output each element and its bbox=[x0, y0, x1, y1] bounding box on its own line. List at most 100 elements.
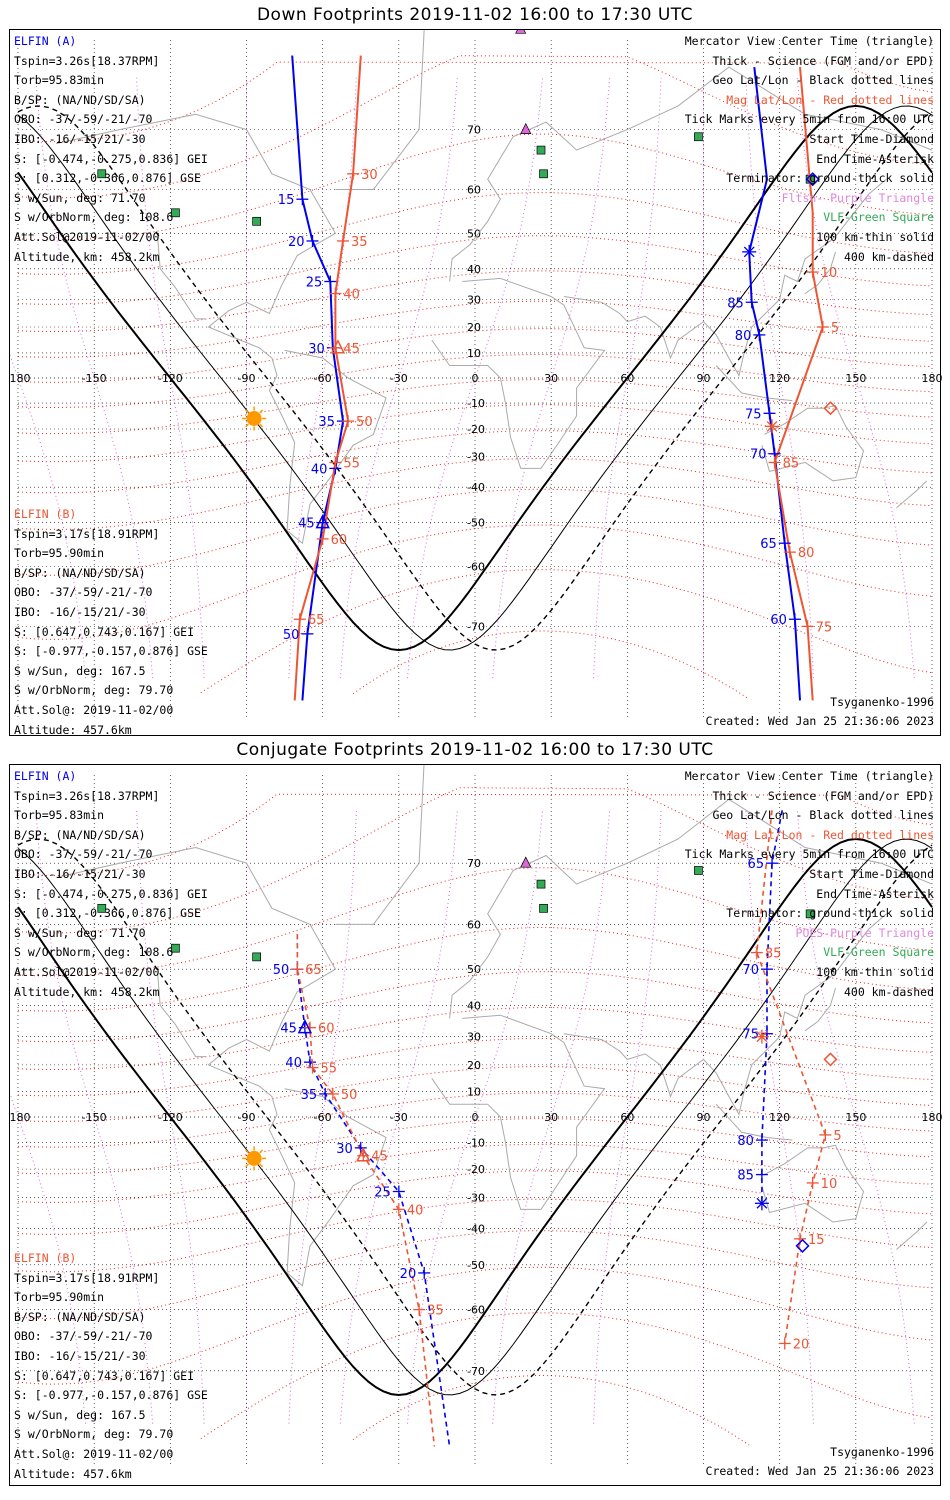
track-tick-label: 50 bbox=[283, 628, 300, 643]
legend-item: Fltsn- Purple Triangle bbox=[781, 190, 934, 205]
coastline bbox=[896, 480, 928, 509]
lon-tick-label: -90 bbox=[238, 372, 256, 385]
mag-lat-line bbox=[17, 300, 933, 358]
coastline bbox=[804, 251, 836, 295]
track-tick-label: 45 bbox=[298, 517, 315, 532]
elfin-b-info-line: Torb=95.90min bbox=[14, 1290, 105, 1305]
coastline bbox=[335, 765, 425, 925]
track-tick-label: 15 bbox=[808, 1233, 825, 1248]
track-tick-label: 55 bbox=[321, 1062, 338, 1077]
mag-lat-line bbox=[17, 1038, 933, 1097]
center-time-triangle-icon bbox=[356, 1147, 371, 1162]
legend-item: Terminator: ground-thick solid bbox=[726, 906, 934, 921]
elfin-b-track bbox=[296, 934, 436, 1447]
vlf-square-icon bbox=[694, 132, 703, 142]
panel-title-down: Down Footprints 2019-11-02 16:00 to 17:3… bbox=[256, 5, 694, 25]
terminator-line bbox=[17, 105, 933, 651]
down-footprints-map: -180-150-120-90-60-300306090120150180706… bbox=[9, 29, 943, 737]
coastline bbox=[157, 973, 206, 1058]
mag-lon-line bbox=[407, 810, 543, 1424]
mag-lat-line bbox=[17, 971, 933, 1043]
sun-ray bbox=[259, 409, 264, 414]
poes-triangle-icon bbox=[520, 856, 532, 868]
lat-tick-label: -50 bbox=[467, 517, 485, 530]
terminator-line bbox=[17, 838, 933, 1396]
elfin-b-info-line: S w/Sun, deg: 167.5 bbox=[14, 663, 146, 678]
lon-tick-label: 150 bbox=[845, 372, 866, 385]
center-time-triangle-icon bbox=[330, 339, 346, 354]
start-diamond-icon bbox=[795, 1238, 810, 1253]
elfin-b-info-line: S w/OrbNorm, deg: 79.70 bbox=[14, 1427, 174, 1442]
elfin-b-track bbox=[773, 67, 824, 701]
elfin-b-info: ELFIN (B) Tspin=3.17s[18.91RPM] Torb=95.9… bbox=[14, 505, 208, 740]
elfin-b-info-line: Altitude: 457.6km bbox=[14, 1466, 132, 1481]
legend-item: 100 km-thin solid bbox=[816, 964, 934, 979]
track-tick-label: 30 bbox=[361, 168, 378, 183]
elfin-a-info-line: OBO: -37/-59/-21/-70 bbox=[14, 112, 153, 127]
elfin-b-lines: Tspin=3.17s[18.91RPM] Torb=95.90min B/SP: … bbox=[14, 1269, 208, 1485]
elfin-b-info-line: Tspin=3.17s[18.91RPM] bbox=[14, 526, 160, 541]
elfin-a-info-line: B/SP: (NA/ND/SD/SA) bbox=[14, 92, 146, 107]
end-asterisk-icon bbox=[766, 420, 778, 432]
mag-lat-line bbox=[352, 630, 750, 700]
vlf-square-icon bbox=[171, 208, 180, 218]
legend-item: POES-Purple Triangle bbox=[795, 925, 934, 940]
elfin-a-info-line: OBO: -37/-59/-21/-70 bbox=[14, 847, 153, 862]
coastline bbox=[715, 365, 793, 402]
lat-tick-label: 50 bbox=[467, 227, 481, 240]
mag-lat-line bbox=[17, 926, 933, 1012]
vlf-square-icon bbox=[539, 903, 548, 913]
lat-tick-label: 40 bbox=[467, 999, 481, 1012]
track-tick-label: 80 bbox=[798, 546, 815, 561]
elfin-a-info-line: IBO: -16/-15/21/-30 bbox=[14, 866, 146, 881]
elfin-a-info-line: Att.Sol@2019-11-02/00 bbox=[14, 964, 160, 979]
elfin-a-info-line: Altitude, km: 458.2km bbox=[14, 984, 160, 999]
elfin-b-info-line: Att.Sol@: 2019-11-02/00 bbox=[14, 1446, 174, 1461]
poes-triangle-icon bbox=[520, 122, 532, 134]
mag-lon-line bbox=[745, 810, 814, 1424]
mag-lon-line bbox=[796, 810, 915, 1424]
elfin-b-info-line: S w/OrbNorm, deg: 79.70 bbox=[14, 683, 174, 698]
lat-tick-label: -30 bbox=[467, 451, 485, 464]
vlf-square-icon bbox=[805, 909, 815, 919]
lat-tick-label: 60 bbox=[467, 184, 481, 197]
track-tick-label: 20 bbox=[400, 1267, 417, 1282]
terminator-line bbox=[17, 838, 933, 1396]
lat-tick-label: 70 bbox=[467, 124, 481, 137]
coastline bbox=[335, 30, 425, 190]
elfin-b-label: ELFIN (B) bbox=[14, 507, 77, 521]
start-diamond-icon bbox=[823, 401, 838, 416]
elfin-a-track bbox=[748, 66, 801, 701]
sun-ray bbox=[245, 1149, 249, 1154]
lon-tick-label: -60 bbox=[314, 372, 332, 385]
legend-item: Geo Lat/Lon - Black dotted lines bbox=[712, 73, 934, 88]
lat-tick-label: -40 bbox=[467, 481, 485, 494]
terminator-line bbox=[17, 105, 933, 651]
legend-item: Tick Marks every 5min from 16:00 UTC bbox=[684, 112, 934, 127]
lon-tick-label: 180 bbox=[922, 372, 943, 385]
vlf-square-icon bbox=[536, 145, 546, 155]
lon-tick-label: -180 bbox=[10, 372, 30, 385]
elfin-a-info-line: S w/Sun, deg: 71.70 bbox=[14, 925, 146, 940]
track-tick-label: 60 bbox=[318, 1022, 335, 1037]
vlf-square-icon bbox=[171, 943, 180, 953]
map-layer: -180-150-120-90-60-300306090120150180706… bbox=[10, 765, 942, 1467]
elfin-a-info-line: S: [0.312,-0.366,0.876] GSE bbox=[14, 171, 201, 186]
elfin-b-info-line: IBO: -16/-15/21/-30 bbox=[14, 1348, 146, 1363]
track-tick-label: 80 bbox=[737, 1134, 754, 1149]
elfin-b-label: ELFIN (B) bbox=[14, 1251, 77, 1265]
elfin-a-info-line: Altitude, km: 458.2km bbox=[14, 249, 160, 264]
legend-item: Mag Lat/Lon - Red dotted lines bbox=[726, 827, 934, 842]
sun-icon bbox=[246, 1150, 262, 1166]
lon-tick-label: -60 bbox=[314, 1111, 332, 1124]
track-tick-label: 65 bbox=[305, 963, 322, 978]
legend-item: Mercator View Center Time (triangle) bbox=[684, 769, 934, 783]
sun-ray bbox=[259, 1149, 264, 1154]
track-tick-label: 20 bbox=[288, 235, 305, 250]
mag-lon-line bbox=[492, 810, 611, 1424]
coastline bbox=[55, 113, 387, 545]
elfin-a-track bbox=[291, 55, 345, 701]
elfin-b-info-line: S: [0.647,0.743,0.167] GEI bbox=[14, 624, 195, 639]
elfin-b-lines: Tspin=3.17s[18.91RPM] Torb=95.90min B/SP: … bbox=[14, 525, 208, 741]
vlf-square-icon bbox=[252, 952, 262, 962]
